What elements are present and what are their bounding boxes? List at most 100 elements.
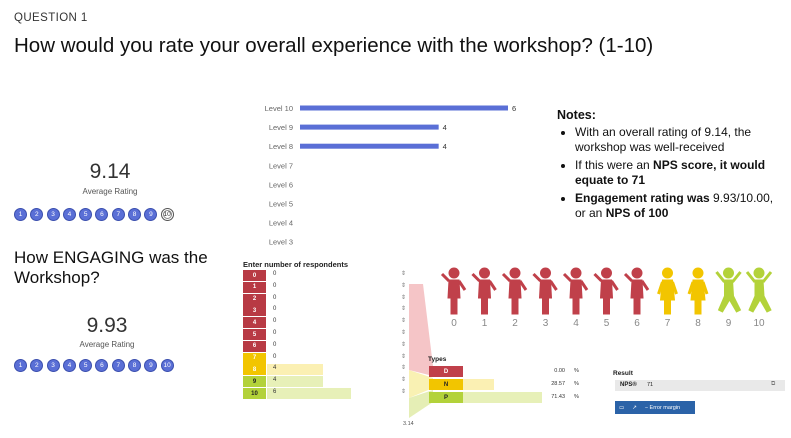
chart-category-label: Level 3	[269, 238, 293, 247]
score-label: 1	[243, 281, 266, 293]
scale-option-9: 9	[144, 359, 158, 372]
scale-option-5: 5	[79, 208, 93, 221]
types-title: Types	[428, 356, 447, 363]
respondent-row: 6 0 ⇕	[243, 340, 411, 353]
respondent-row: 9 4 ⇕	[243, 376, 411, 388]
chart-bar	[300, 143, 439, 149]
notes-heading: Notes:	[557, 108, 596, 122]
type-row: P 71.43%	[429, 392, 589, 403]
count-bar	[267, 376, 323, 388]
chart-category-label: Level 5	[269, 200, 293, 209]
scale-option-4: 4	[62, 208, 76, 221]
note-item: With an overall rating of 9.14, the work…	[575, 125, 787, 155]
respondent-count-input[interactable]: 4	[273, 377, 277, 384]
respondent-row: 5 0 ⇕	[243, 329, 411, 341]
result-title: Result	[613, 370, 633, 377]
respondent-row: 7 0 ⇕	[243, 352, 411, 365]
person-figure	[687, 267, 709, 315]
error-margin-button[interactable]: − Error margin	[644, 404, 681, 411]
calculator-total: 3.14	[403, 421, 414, 427]
scale-option-8: 8	[128, 208, 142, 221]
figure-score-label: 5	[603, 318, 610, 329]
respondent-count-input[interactable]: 0	[273, 282, 277, 289]
score-label: 8	[243, 364, 266, 376]
respondent-count-input[interactable]: 0	[273, 353, 277, 360]
stepper-icon[interactable]: ⇕	[401, 306, 407, 313]
respondent-count-input[interactable]: 4	[273, 365, 277, 372]
type-row: D 0.00%	[429, 366, 589, 377]
type-bar	[463, 392, 542, 403]
type-bar	[463, 379, 495, 390]
notes-panel: Notes: With an overall rating of 9.14, t…	[557, 108, 787, 224]
chart-bar	[300, 124, 439, 130]
respondent-row: 0 0 ⇕	[243, 270, 411, 282]
note-item: If this were an NPS score, it would equa…	[575, 158, 787, 188]
nps-calculator: Enter number of respondents 0 0 ⇕ 1 0 ⇕ 2 0 ⇕ 3 0 ⇕…	[243, 258, 791, 434]
rating-distribution-chart: Level 10 6 Level 9 4 Level 8 4 Level 7 Level 6 L…	[265, 104, 517, 247]
respondent-count-input[interactable]: 0	[273, 330, 277, 336]
figure-score-label: 7	[664, 318, 671, 329]
type-unit: %	[574, 368, 579, 374]
question-title: How would you rate your overall experien…	[14, 34, 654, 57]
figure-score-label: 9	[725, 318, 732, 329]
respondent-row: 8 4 ⇕	[243, 364, 411, 376]
stepper-icon[interactable]: ⇕	[401, 389, 407, 395]
respondent-count-input[interactable]: 0	[273, 306, 277, 313]
monitor-icon[interactable]: ▭	[619, 404, 625, 411]
respondent-count-input[interactable]: 0	[273, 341, 277, 348]
type-unit: %	[574, 381, 579, 387]
score-label: 4	[243, 317, 266, 329]
chart-category-label: Level 8	[269, 142, 293, 151]
type-value: 0.00	[554, 368, 565, 374]
score-label: 7	[243, 352, 266, 364]
stepper-icon[interactable]: ⇕	[401, 282, 407, 289]
chart-category-label: Level 10	[265, 104, 293, 113]
question2-title: How ENGAGING was the Workshop?	[14, 248, 208, 287]
scale-option-10: 10	[160, 208, 174, 221]
type-key: D	[429, 366, 463, 377]
person-figure	[745, 267, 773, 313]
respondent-count-input[interactable]: 0	[273, 294, 277, 301]
score-label: 3	[243, 305, 266, 317]
chart-category-label: Level 7	[269, 161, 293, 170]
stepper-icon[interactable]: ⇕	[401, 377, 407, 384]
note-text: If this were an	[575, 158, 654, 172]
chart-category-label: Level 4	[269, 219, 293, 228]
average-rating-value-2: 9.93	[86, 314, 128, 337]
stepper-icon[interactable]: ⇕	[401, 294, 407, 301]
stepper-icon[interactable]: ⇕	[401, 365, 407, 372]
chart-category-label: Level 6	[269, 180, 293, 189]
calculator-toolbar[interactable]: ▭ ↗ − Error margin	[615, 401, 695, 414]
respondent-row: 4 0 ⇕	[243, 317, 411, 329]
respondent-count-input[interactable]: 6	[273, 389, 277, 395]
stepper-icon[interactable]: ⇕	[401, 341, 407, 348]
result-value: 71	[647, 382, 654, 388]
scale-option-7: 7	[111, 208, 125, 221]
scale-option-1: 1	[14, 359, 27, 372]
nps-figures	[440, 267, 773, 315]
note-text: 9.93/10.00, or an	[575, 191, 774, 220]
count-bar	[267, 364, 323, 376]
count-bar	[267, 388, 351, 399]
stepper-icon[interactable]: ⇕	[401, 353, 407, 360]
scale-option-4: 4	[62, 359, 76, 372]
figure-score-label: 8	[695, 318, 701, 329]
rating-scale-2: 1 2 3 4 5 6 7 8 9 10	[14, 359, 174, 372]
scale-option-3: 3	[46, 359, 60, 372]
figure-score-label: 3	[542, 318, 549, 329]
score-label: 2	[243, 293, 266, 305]
calculator-title: Enter number of respondents	[243, 260, 349, 269]
stepper-icon[interactable]: ⇕	[401, 271, 407, 277]
note-bold: NPS of 100	[605, 206, 669, 220]
stepper-icon[interactable]: ⇕	[401, 330, 407, 336]
scale-option-10: 10	[160, 359, 174, 372]
respondent-count-input[interactable]: 0	[273, 318, 277, 325]
copy-icon[interactable]: ⧉	[771, 381, 776, 387]
scale-option-2: 2	[30, 359, 44, 372]
note-item: Engagement rating was 9.93/10.00, or an …	[575, 191, 787, 221]
figure-score-label: 2	[512, 318, 518, 329]
type-value: 28.57	[551, 381, 565, 387]
respondent-count-input[interactable]: 0	[273, 271, 277, 277]
stepper-icon[interactable]: ⇕	[401, 318, 407, 325]
share-icon[interactable]: ↗	[632, 404, 637, 411]
